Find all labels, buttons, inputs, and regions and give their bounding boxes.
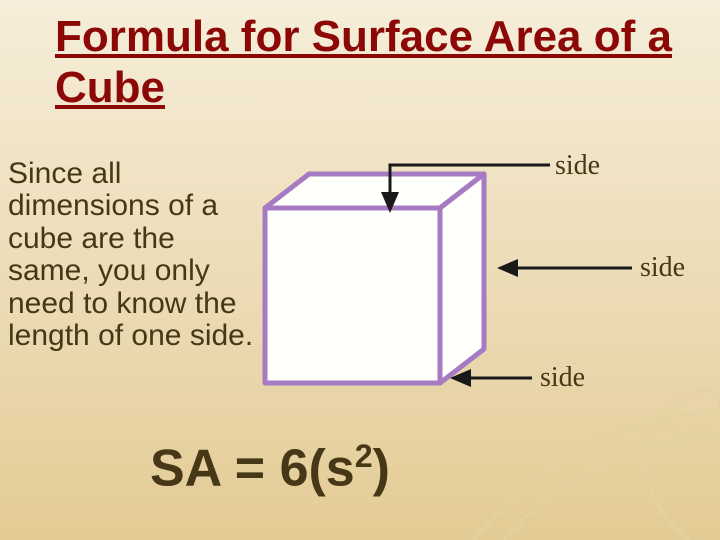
slide-content: Formula for Surface Area of a Cube Since… (0, 0, 720, 540)
cube-diagram (0, 0, 720, 540)
